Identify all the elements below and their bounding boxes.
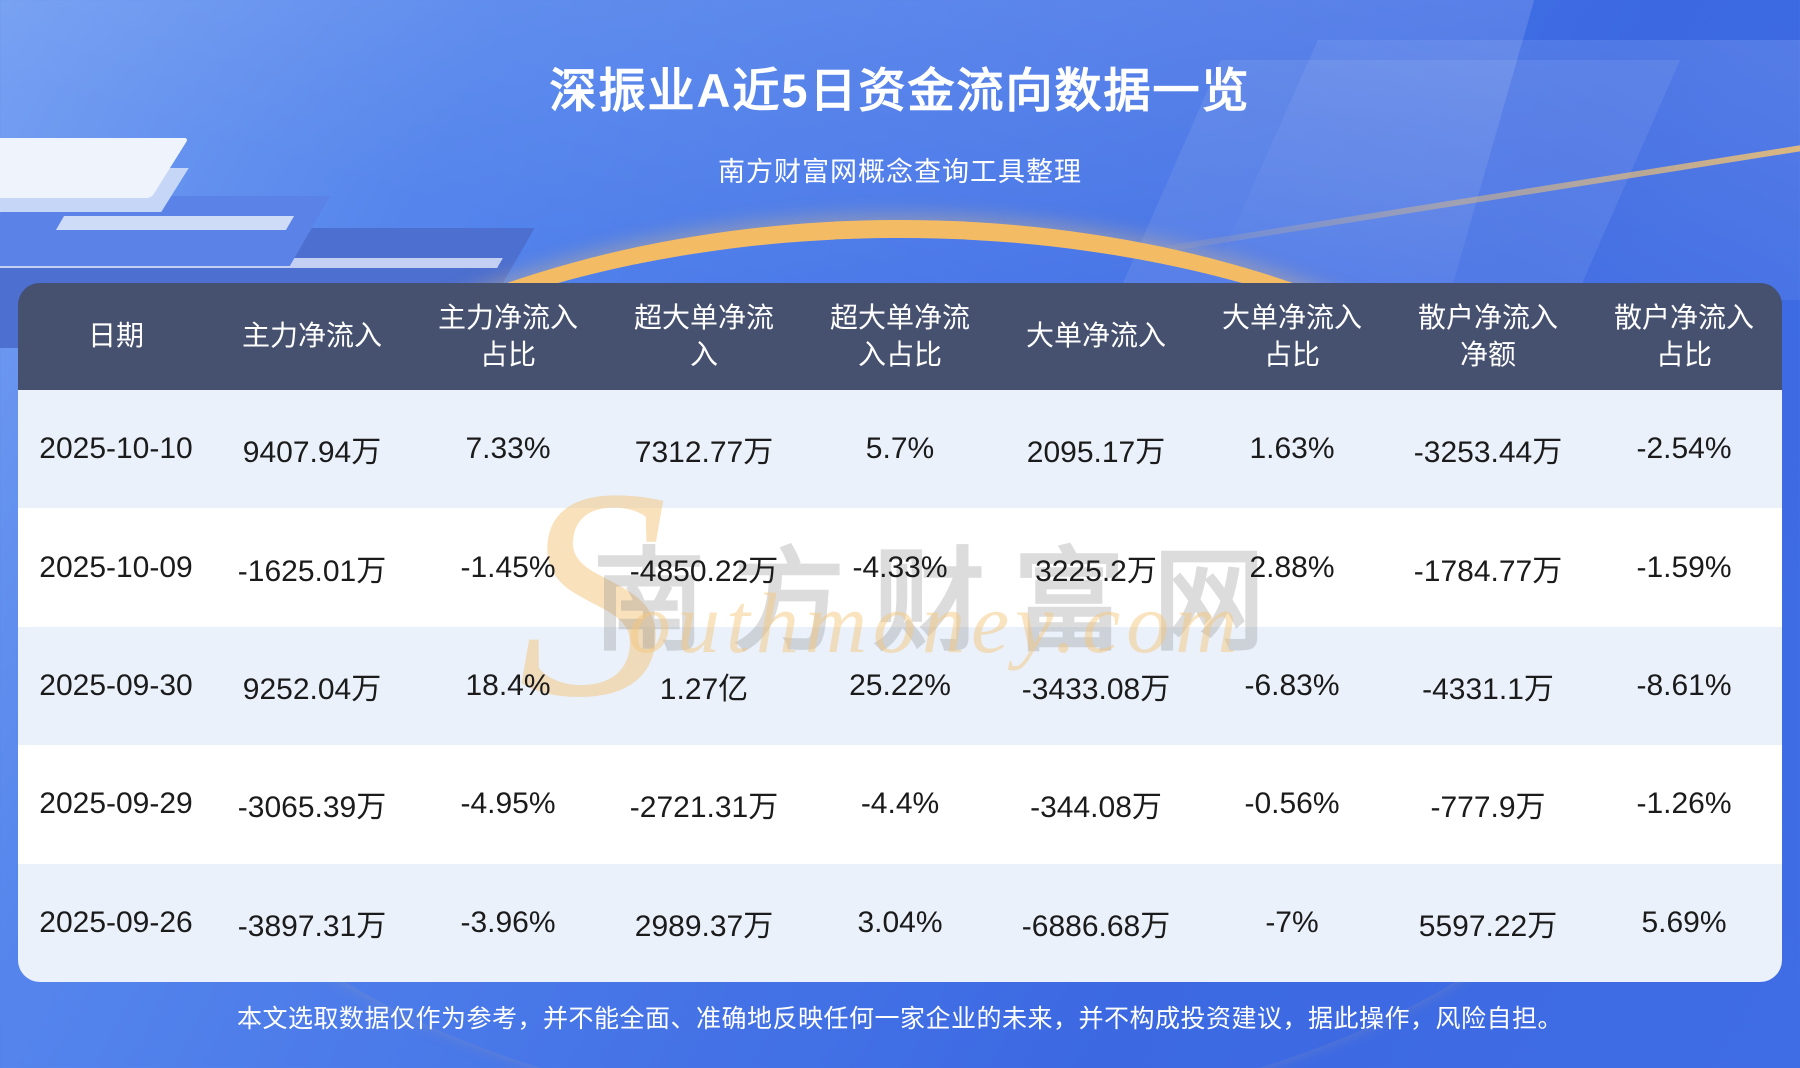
table-cell: 3225.2万 [1035,554,1157,588]
table-body: 2025-10-10 9407.94万 7.33% 7312.77万 5.7% 2095.… [18,390,1782,982]
table-cell: -6886.68万 [1021,909,1171,943]
table-cell: -4331.1万 [1422,673,1554,707]
table-row: 2025-10-09 -1625.01万 -1.45% -4850.22万 -4.33%… [18,508,1782,626]
fund-flow-table: S 南方财富网 outhmoney.com 日期 主力净流入 主力净流入 占比 超大单… [18,283,1782,982]
column-header: 超大单净流 入 [633,302,774,370]
table-cell: 9407.94万 [242,436,382,470]
column-header: 日期 [87,320,144,352]
table-cell: 2.88% [1249,550,1335,584]
table-cell: -2721.31万 [629,791,779,825]
row-stripe [18,390,1782,509]
table-cell: 3.04% [857,905,943,939]
table-cell: -1625.01万 [237,554,387,588]
table-cell: 25.22% [849,669,951,703]
column-header: 散户净流入 净额 [1417,302,1558,370]
table-header-row: 日期 主力净流入 主力净流入 占比 超大单净流 入超大单净流 入占比 大单净流入 大单净流… [18,283,1782,390]
table-row: 2025-09-30 9252.04万 18.4% 1.27亿 25.22% -3433.… [18,627,1782,745]
table-cell: -4.95% [460,787,556,821]
table-cell: -8.61% [1636,669,1732,703]
table-cell: 9252.04万 [242,673,382,707]
building-illustration [0,196,331,266]
table-cell: 2025-09-30 [39,669,193,703]
table-cell: -4850.22万 [629,554,779,588]
row-stripe [18,626,1782,746]
table-row: 2025-09-29 -3065.39万 -4.95% -2721.31万 -4.4% -… [18,745,1782,863]
table-cell: 2095.17万 [1026,436,1166,470]
page-subtitle: 南方财富网概念查询工具整理 [718,157,1082,187]
table-cell: 7312.77万 [634,436,774,470]
table-cell: -6.83% [1244,669,1340,703]
table-cell: -7% [1265,905,1319,939]
table-cell: -2.54% [1636,432,1732,466]
table-cell: 2025-10-09 [39,550,193,584]
row-stripe [18,508,1782,627]
table-cell: -3433.08万 [1021,673,1171,707]
table-cell: 2025-10-10 [39,432,193,466]
row-stripe [18,745,1782,864]
table-cell: -1.26% [1636,787,1732,821]
column-header: 大单净流入 [1025,320,1166,352]
table-cell: 1.27亿 [659,673,749,707]
table-cell: -0.56% [1244,787,1340,821]
table-cell: -1.45% [460,550,556,584]
table-cell: -344.08万 [1030,791,1162,825]
table-header-background [18,283,1782,390]
table-cell: -4.4% [860,787,940,821]
column-header: 大单净流入 占比 [1221,302,1362,370]
table-cell: -3897.31万 [237,909,387,943]
column-header: 超大单净流 入占比 [829,302,970,370]
table-cell: -1784.77万 [1413,554,1563,588]
table-cell: 5.7% [865,432,935,466]
table-cell: 7.33% [465,432,551,466]
row-stripe [18,863,1782,982]
table-row: 2025-09-26 -3897.31万 -3.96% 2989.37万 3.04% -6… [18,864,1782,982]
table-cell: -777.9万 [1430,791,1546,825]
table-cell: 2025-09-26 [39,905,193,939]
table-background [18,283,1782,982]
table-row: 2025-10-10 9407.94万 7.33% 7312.77万 5.7% 2095.… [18,390,1782,508]
building-illustration [0,258,503,268]
footer-disclaimer: 本文选取数据仅作为参考，并不能全面、准确地反映任何一家企业的未来，并不构成投资建… [236,1005,1563,1033]
table-cell: 2989.37万 [634,909,774,943]
column-header: 主力净流入 [241,320,382,352]
table-cell: -3065.39万 [237,791,387,825]
table-cell: -3.96% [460,905,556,939]
table-cell: -3253.44万 [1413,436,1563,470]
table-content: 日期 主力净流入 主力净流入 占比 超大单净流 入超大单净流 入占比 大单净流入 大单净流… [18,283,1782,982]
column-header: 主力净流入 占比 [437,302,578,370]
page-title: 深振业A近5日资金流向数据一览 [549,64,1251,117]
building-illustration [55,216,295,230]
table-cell: 18.4% [465,669,551,703]
table-cell: 5.69% [1641,905,1727,939]
table-cell: 1.63% [1249,432,1335,466]
table-cell: -1.59% [1636,550,1732,584]
column-header: 散户净流入 占比 [1613,302,1754,370]
table-cell: 2025-09-29 [39,787,193,821]
table-cell: -4.33% [852,550,948,584]
table-cell: 5597.22万 [1418,909,1558,943]
